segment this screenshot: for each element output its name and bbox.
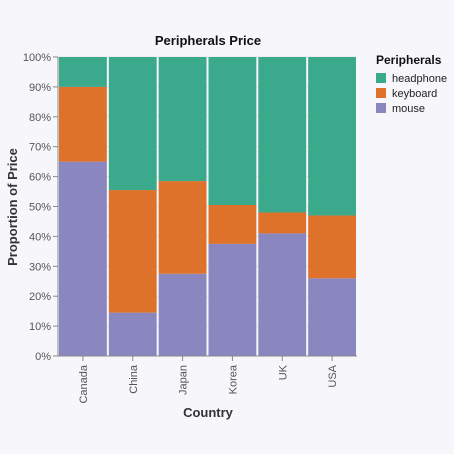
x-tick-label: UK bbox=[277, 364, 289, 380]
x-tick-label: China bbox=[128, 364, 140, 394]
bar-mouse-uk bbox=[258, 233, 307, 356]
bars bbox=[59, 57, 356, 356]
y-tick-label: 60% bbox=[29, 172, 51, 184]
bar-mouse-canada bbox=[59, 161, 107, 356]
bar-headphone-korea bbox=[208, 57, 257, 206]
bar-mouse-japan bbox=[158, 273, 207, 356]
legend-swatch-headphone bbox=[376, 73, 386, 83]
x-tick-label: Canada bbox=[78, 364, 90, 403]
bar-keyboard-usa bbox=[308, 215, 356, 279]
bar-headphone-japan bbox=[158, 57, 207, 182]
x-axis-title: Country bbox=[183, 405, 234, 420]
axes: 0% 10% 20% 30% 40% 50% 60% 70% 80% 90% 100% Canada C… bbox=[23, 52, 357, 404]
bar-keyboard-uk bbox=[258, 212, 307, 234]
legend-swatch-mouse bbox=[376, 103, 386, 113]
x-tick-label: Japan bbox=[178, 365, 190, 395]
bar-headphone-china bbox=[108, 57, 157, 191]
legend-label-mouse: mouse bbox=[392, 103, 425, 115]
x-tick-label: USA bbox=[327, 364, 339, 387]
bar-headphone-usa bbox=[308, 57, 356, 216]
bar-keyboard-canada bbox=[59, 86, 107, 162]
bar-mouse-korea bbox=[208, 243, 257, 356]
grid bbox=[58, 56, 357, 357]
bar-mouse-china bbox=[108, 312, 157, 356]
bar-headphone-canada bbox=[59, 57, 107, 87]
y-axis-title: Proportion of Price bbox=[5, 148, 20, 266]
y-tick-label: 20% bbox=[29, 291, 51, 303]
legend-label-keyboard: keyboard bbox=[392, 88, 437, 100]
bar-mouse-usa bbox=[308, 278, 356, 356]
bar-keyboard-china bbox=[108, 190, 157, 313]
legend: Peripherals headphone keyboard mouse bbox=[376, 53, 447, 115]
bar-keyboard-korea bbox=[208, 205, 257, 244]
y-tick-label: 90% bbox=[29, 82, 51, 94]
y-tick-label: 40% bbox=[29, 231, 51, 243]
y-tick-label: 10% bbox=[29, 321, 51, 333]
x-tick-label: Korea bbox=[227, 364, 239, 394]
bar-keyboard-japan bbox=[158, 181, 207, 274]
y-tick-label: 30% bbox=[29, 261, 51, 273]
legend-swatch-keyboard bbox=[376, 88, 386, 98]
legend-label-headphone: headphone bbox=[392, 73, 447, 85]
y-tick-label: 50% bbox=[29, 202, 51, 214]
y-tick-label: 0% bbox=[35, 351, 51, 363]
y-tick-label: 70% bbox=[29, 142, 51, 154]
y-tick-label: 100% bbox=[23, 52, 51, 64]
chart-title: Peripherals Price bbox=[155, 33, 261, 48]
legend-title: Peripherals bbox=[376, 53, 442, 67]
y-tick-label: 80% bbox=[29, 112, 51, 124]
bar-headphone-uk bbox=[258, 57, 307, 213]
